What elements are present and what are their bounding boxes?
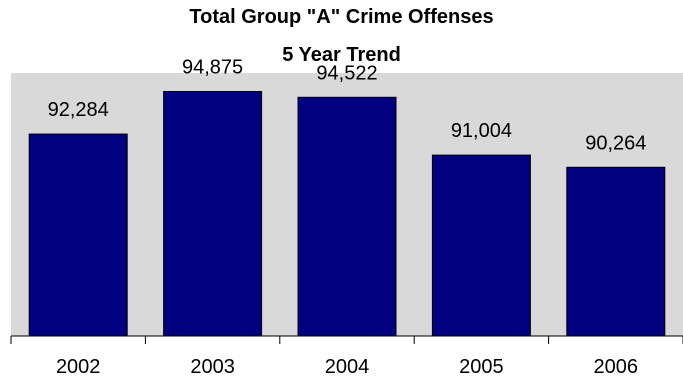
- category-label-2005: 2005: [459, 356, 504, 378]
- bar-2004: [297, 96, 397, 337]
- value-label-2004: 94,522: [316, 62, 377, 84]
- x-axis-ticks: [10, 336, 683, 344]
- value-label-2006: 90,264: [585, 132, 646, 154]
- category-label-group: 2002 2003 2004 2005 2006: [56, 356, 638, 378]
- value-label-2005: 91,004: [451, 120, 512, 142]
- chart-title: Total Group "A" Crime Offenses: [189, 6, 494, 28]
- value-label-2003: 94,875: [182, 56, 243, 78]
- category-label-2003: 2003: [190, 356, 235, 378]
- category-label-2004: 2004: [325, 356, 370, 378]
- bar-2006: [566, 166, 666, 337]
- category-label-2002: 2002: [56, 356, 101, 378]
- chart-subtitle: 5 Year Trend: [282, 44, 401, 66]
- bar-2003: [163, 90, 263, 337]
- bar-group: [28, 90, 666, 337]
- category-label-2006: 2006: [594, 356, 639, 378]
- bar-2005: [431, 154, 531, 337]
- value-label-2002: 92,284: [48, 99, 109, 121]
- bar-2002: [28, 133, 128, 337]
- value-label-group: 92,284 94,875 94,522 91,004 90,264: [48, 56, 647, 154]
